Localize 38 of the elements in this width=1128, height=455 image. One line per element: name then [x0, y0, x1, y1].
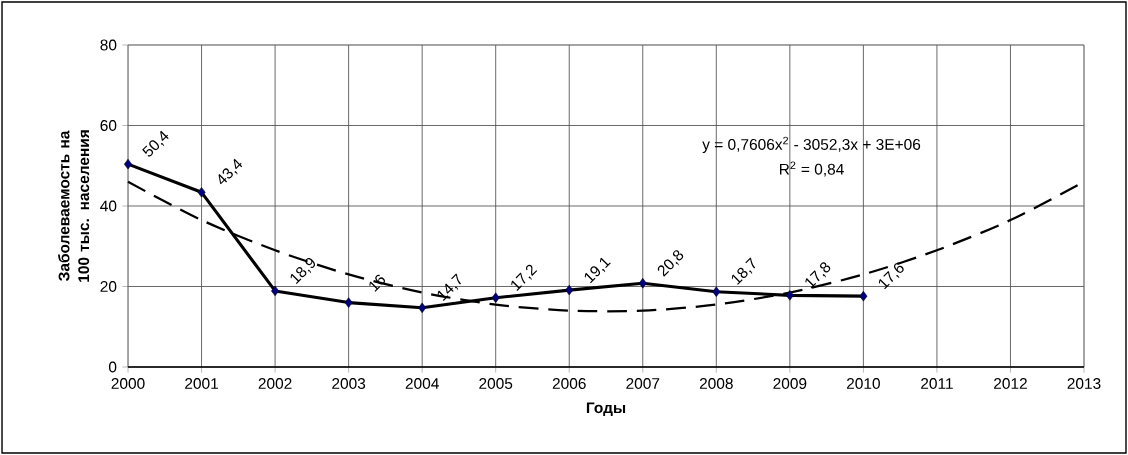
x-tick-label: 2004 [405, 378, 439, 389]
data-label: 18,9 [290, 258, 316, 285]
y-tick-label: 0 [108, 361, 117, 373]
y-tick-label: 40 [100, 200, 117, 212]
point [418, 302, 427, 314]
x-tick-label: 2000 [111, 378, 145, 389]
x-axis-title: Годы [586, 402, 626, 417]
point [344, 297, 353, 308]
point [271, 285, 280, 297]
data-label: 43,4 [218, 158, 243, 185]
point [712, 286, 721, 297]
point [197, 187, 206, 198]
point [565, 284, 574, 296]
y-tick-label: 60 [100, 120, 117, 131]
x-tick-label: 2009 [773, 378, 807, 389]
data-label: 50,4 [142, 130, 169, 157]
x-tick-label: 2013 [1067, 378, 1101, 389]
data-label: 19,1 [584, 257, 611, 284]
annotation: R$^{2}$ = 0,84 [780, 161, 844, 177]
point [491, 292, 500, 303]
y-tick-label: 20 [100, 281, 117, 292]
x-tick-label: 2001 [185, 378, 218, 389]
point [785, 290, 794, 301]
x-tick-label: 2010 [846, 378, 880, 389]
point [638, 278, 647, 289]
x-tick-label: 2008 [699, 378, 733, 389]
data-label: 17,6 [878, 263, 904, 290]
x-tick-label: 2011 [921, 378, 953, 389]
x-tick-label: 2006 [552, 378, 586, 389]
y-axis-title: Заболеваемость на 100 тыс. населения [58, 130, 90, 282]
x-tick-label: 2002 [258, 378, 292, 389]
y-tick-label: 80 [100, 39, 117, 51]
x-tick-label: 2007 [626, 378, 660, 389]
x-tick-label: 2003 [332, 378, 366, 389]
x-tick-label: 2012 [994, 378, 1027, 389]
point [859, 290, 868, 302]
x-tick-label: 2005 [479, 378, 513, 389]
annotation: y = 0,7606x$^{2}$ - 3052,3x + 3E+06 [702, 136, 921, 153]
